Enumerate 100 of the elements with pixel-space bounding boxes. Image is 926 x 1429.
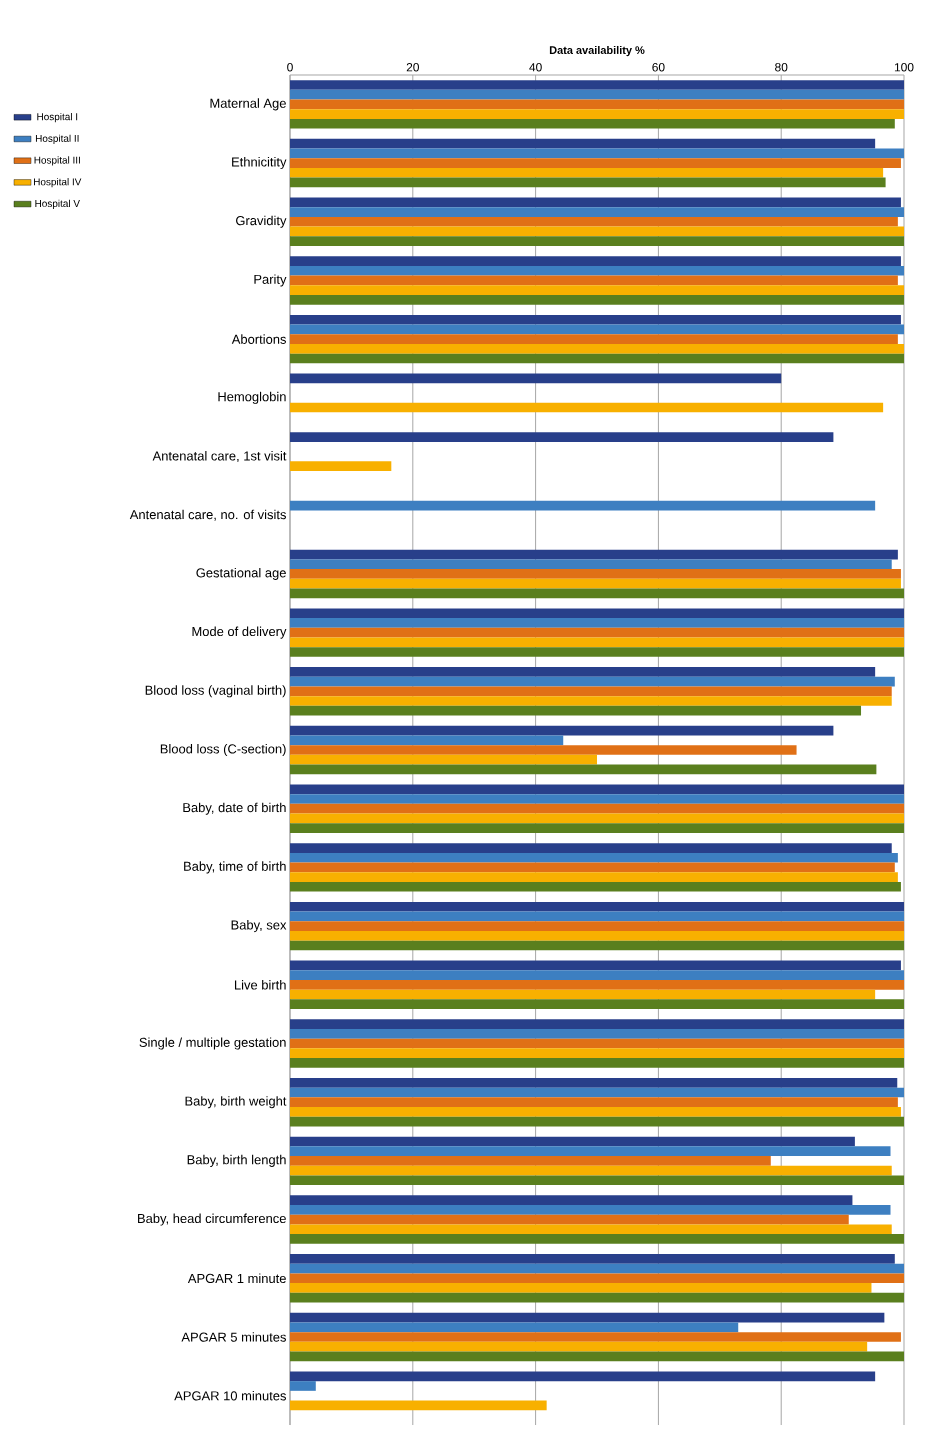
bar: [290, 1332, 901, 1342]
bar: [290, 89, 905, 100]
bar: [290, 118, 895, 129]
x-tick-label: 80: [775, 63, 788, 72]
bar: [290, 256, 901, 266]
bar: [290, 1312, 885, 1323]
legend-label: Hospital I: [37, 112, 78, 123]
y-tick-label: Hemoglobin: [218, 391, 286, 404]
bar: [290, 784, 905, 795]
bar: [290, 343, 905, 354]
x-tick-label: 60: [652, 63, 665, 72]
y-tick-label: Baby, head circumference: [138, 1213, 286, 1226]
x-tick-label: 100: [894, 63, 914, 72]
bar: [290, 940, 905, 951]
bar: [290, 578, 901, 589]
bar: [290, 803, 905, 814]
bar: [290, 588, 905, 599]
bar: [290, 549, 898, 560]
bar: [290, 745, 797, 755]
bar: [290, 158, 901, 168]
bar: [290, 432, 834, 442]
bar: [290, 1038, 905, 1049]
y-tick-label: Gestational age: [196, 567, 286, 580]
bar: [290, 735, 564, 746]
bar: [290, 1371, 876, 1382]
bar: [290, 285, 905, 295]
bar: [290, 813, 905, 824]
y-tick-label: APGAR 10 minutes: [174, 1390, 286, 1401]
x-tick-label: 40: [529, 63, 542, 72]
bar: [290, 1234, 905, 1244]
x-tick-label: 0: [287, 63, 293, 72]
bar: [290, 1195, 853, 1206]
bar: [290, 1214, 849, 1225]
bar: [290, 1205, 891, 1215]
y-tick-label: Baby, time of birth: [184, 861, 286, 874]
legend-label: Hospital III: [34, 156, 80, 166]
bar: [290, 99, 905, 110]
legend-label: Hospital V: [35, 199, 80, 209]
bar: [290, 80, 905, 90]
y-tick-label: Ethnicitity: [232, 157, 287, 170]
legend-label: Hospital IV: [34, 178, 82, 188]
y-tick-label: Blood loss (vaginal birth): [145, 685, 286, 698]
bar: [290, 1381, 316, 1391]
bar: [290, 676, 895, 687]
bar: [290, 627, 905, 638]
bar: [290, 109, 905, 119]
y-tick-label: APGAR 5 minutes: [181, 1332, 286, 1342]
bar: [290, 197, 901, 208]
bar: [290, 1341, 868, 1352]
y-tick-label: Baby, sex: [231, 920, 287, 933]
bar: [290, 461, 392, 472]
x-tick-label: 20: [406, 63, 419, 72]
bar: [290, 989, 876, 1000]
bar: [290, 1107, 901, 1117]
bar: [290, 314, 901, 325]
bar: [290, 872, 898, 882]
y-tick-label: Maternal Age: [210, 98, 286, 111]
x-axis-title: Data availability %: [549, 45, 645, 57]
y-tick-label: Blood loss (C-section): [160, 743, 286, 757]
bar: [290, 725, 834, 736]
y-tick-label: Baby, date of birth: [183, 802, 286, 815]
bar: [290, 1136, 855, 1147]
bar: [290, 696, 892, 706]
bar: [290, 686, 892, 697]
bar: [290, 1224, 892, 1235]
bar: [290, 1175, 905, 1186]
bar: [290, 324, 905, 335]
bar: [290, 1351, 905, 1362]
bar: [290, 608, 905, 619]
bar: [290, 1254, 895, 1264]
bar: [290, 881, 901, 892]
y-tick-label: Antenatal care, no. of visits: [129, 509, 286, 521]
bar: [290, 862, 895, 873]
bar: [290, 373, 782, 384]
bar: [290, 911, 905, 922]
bar: [290, 569, 901, 579]
bar: [290, 960, 901, 971]
bar: [290, 764, 877, 775]
y-tick-label: Abortions: [231, 334, 287, 344]
bar: [290, 970, 905, 980]
y-tick-label: APGAR 1 minute: [187, 1273, 286, 1284]
bar: [290, 167, 884, 178]
bar: [290, 236, 905, 246]
bar: [290, 1322, 739, 1333]
bar: [290, 1263, 905, 1274]
y-tick-label: Mode of delivery: [192, 626, 287, 639]
y-tick-label: Baby, birth length: [187, 1154, 286, 1167]
bar: [290, 901, 905, 912]
bar: [290, 1019, 905, 1029]
bar: [290, 843, 892, 853]
bar: [290, 138, 876, 149]
bar: [290, 705, 862, 716]
bar: [290, 559, 892, 570]
bar: [290, 1273, 905, 1284]
bar: [290, 1097, 898, 1108]
y-tick-label: Gravidity: [236, 215, 287, 228]
bar: [290, 207, 905, 217]
bar: [290, 1156, 771, 1166]
y-tick-label: Parity: [254, 274, 287, 287]
y-tick-label: Baby, birth weight: [185, 1096, 287, 1109]
